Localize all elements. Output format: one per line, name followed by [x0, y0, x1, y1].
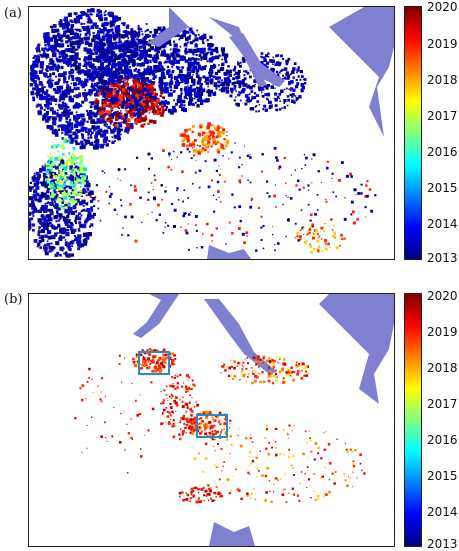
panel-b-colorbar-tick-2019: 2019: [427, 325, 458, 339]
panel-a-colorbar-tick-2020: 2020: [427, 0, 458, 14]
panel-a-colorbar-tick-2016: 2016: [427, 145, 458, 159]
panel-a-colorbar-tick-2018: 2018: [427, 73, 458, 87]
panel-a-colorbar-tick-2013: 2013: [427, 251, 458, 265]
panel-b-colorbar-tick-2018: 2018: [427, 361, 458, 375]
panel-b-colorbar-tick-2017: 2017: [427, 397, 458, 411]
panel-b-colorbar-tick-2013: 2013: [427, 537, 458, 551]
panel-b-label: (b): [4, 292, 23, 307]
panel-b-map: [28, 293, 395, 547]
panel-b-map-image: [74, 294, 394, 546]
panel-a-colorbar-tick-2015: 2015: [427, 181, 458, 195]
panel-b-colorbar-tick-2014: 2014: [427, 505, 458, 519]
panel-b-colorbar-tick-2016: 2016: [427, 433, 458, 447]
panel-a-map-image: [29, 7, 394, 259]
panel-a-colorbar-tick-2014: 2014: [427, 217, 458, 231]
panel-a-colorbar: [404, 6, 422, 260]
panel-a-colorbar-tick-2017: 2017: [427, 109, 458, 123]
panel-a-colorbar-tick-2019: 2019: [427, 37, 458, 51]
panel-a-label: (a): [4, 6, 22, 21]
panel-b-colorbar-tick-2015: 2015: [427, 469, 458, 483]
panel-b-colorbar: [404, 293, 422, 547]
panel-a-map: [28, 6, 395, 260]
panel-b-colorbar-tick-2020: 2020: [427, 289, 458, 303]
